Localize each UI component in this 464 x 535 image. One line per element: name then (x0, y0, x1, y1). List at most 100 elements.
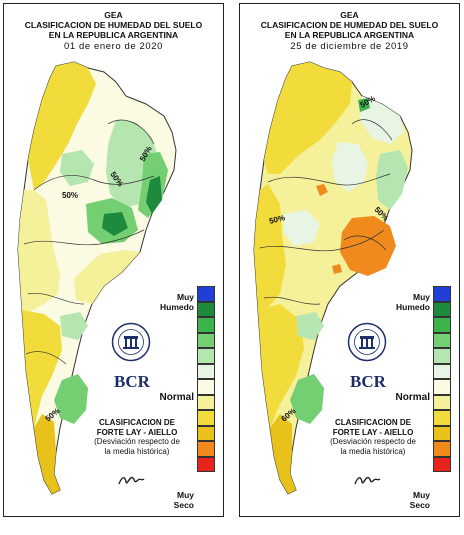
legend-label-line: Humedo (396, 302, 430, 312)
wet-region-central (284, 210, 320, 246)
org-label: GEA (104, 10, 123, 20)
very-dry-patch (316, 184, 328, 196)
very-dry-region-east (340, 216, 396, 276)
contour-line (343, 235, 387, 251)
wet-region-mesopotamia (376, 150, 408, 210)
legend-swatch (433, 456, 451, 472)
wet-core-east (146, 176, 162, 214)
method-line-3: (Desviación respecto de (94, 437, 180, 446)
dry-region-west (254, 184, 286, 314)
method-line-2: FORTE LAY - AIELLO (96, 427, 178, 437)
legend-label-line: Humedo (160, 302, 194, 312)
legend-swatch (197, 332, 215, 348)
legend-swatch (433, 379, 451, 395)
legend-swatch (197, 456, 215, 472)
legend-swatch (197, 301, 215, 317)
legend-swatch (433, 425, 451, 441)
contour-line (23, 229, 145, 246)
dry-region-patagonia (22, 310, 62, 428)
legend-color-scale (197, 286, 215, 472)
legend-swatch (197, 379, 215, 395)
signature-icon (118, 476, 145, 485)
legend-swatch (433, 348, 451, 364)
dry-region-center (74, 250, 140, 304)
signature-icon (354, 476, 381, 485)
legend-label-muy-humedo: Muy Humedo (146, 292, 194, 312)
map-title: CLASIFICACION DE HUMEDAD DEL SUELO (260, 20, 439, 30)
legend-swatch (433, 286, 451, 302)
wet-region-south-mid (60, 312, 88, 340)
legend-swatch (197, 363, 215, 379)
contour-line (33, 175, 155, 191)
contour-line (25, 351, 67, 365)
method-line-1: CLASIFICACION DE (99, 418, 175, 427)
method-line-4: la media histórica) (340, 446, 406, 456)
legend-swatch (197, 410, 215, 426)
method-line-4: la media histórica) (104, 446, 170, 456)
legend-swatch (197, 425, 215, 441)
legend-swatch (197, 394, 215, 410)
method-line-3: (Desviación respecto de (330, 437, 416, 446)
legend-swatch (433, 363, 451, 379)
legend-label-muy-seco: Muy Seco (382, 490, 430, 510)
dry-region-north (264, 62, 352, 174)
method-line-1: CLASIFICACION DE (335, 418, 411, 427)
legend-label-normal: Normal (159, 392, 194, 403)
legend-swatch (197, 348, 215, 364)
legend-label-line: Muy (413, 490, 430, 500)
dry-region-south (270, 414, 296, 494)
bcr-seal-logo (347, 322, 387, 362)
legend-label-line: Muy (413, 292, 430, 302)
legend-label-muy-seco: Muy Seco (146, 490, 194, 510)
contour-line (267, 173, 391, 186)
bcr-logo-text: BCR (114, 372, 150, 391)
contour-line (351, 119, 393, 141)
wet-region-south-mid (296, 312, 324, 340)
map-date: 01 de enero de 2020 (63, 41, 164, 52)
legend-swatch (433, 332, 451, 348)
map-panel-left: GEA CLASIFICACION DE HUMEDAD DEL SUELO E… (3, 3, 224, 517)
argentina-soil-moisture-map: 50% 50% 50% 50% (17, 61, 177, 495)
contour-line (107, 119, 155, 145)
dry-region-south (34, 414, 60, 494)
legend-swatch (433, 394, 451, 410)
wet-region-chaco (332, 142, 368, 192)
contour-line (259, 229, 385, 252)
bcr-logo-text: BCR (350, 372, 386, 391)
legend-color-scale (433, 286, 451, 472)
map-subtitle: EN LA REPUBLICA ARGENTINA (48, 30, 179, 40)
legend-label-muy-humedo: Muy Humedo (382, 292, 430, 312)
dry-region-northwest (28, 62, 96, 190)
legend-swatch (197, 286, 215, 302)
legend-swatch (433, 441, 451, 457)
legend-swatch (433, 317, 451, 333)
wet-region-northeast (360, 96, 404, 144)
wet-region-patagonia (290, 374, 324, 424)
map-subtitle: EN LA REPUBLICA ARGENTINA (284, 30, 415, 40)
legend-swatch (433, 301, 451, 317)
legend-label-line: Muy (177, 292, 194, 302)
legend-swatch (197, 441, 215, 457)
wet-core-north (358, 98, 370, 112)
map-date: 25 de diciembre de 2019 (290, 41, 409, 52)
org-label: GEA (340, 10, 359, 20)
legend-swatch (433, 410, 451, 426)
method-line-2: FORTE LAY - AIELLO (332, 427, 414, 437)
contour-label: 50% (268, 213, 286, 226)
wet-core-central (102, 212, 128, 236)
legend-label-line: Seco (409, 500, 430, 510)
classification-method: CLASIFICACION DE FORTE LAY - AIELLO (Des… (82, 418, 192, 456)
dry-region-patagonia (258, 304, 304, 428)
legend-label-line: Muy (177, 490, 194, 500)
legend-label-normal: Normal (395, 392, 430, 403)
map-title: CLASIFICACION DE HUMEDAD DEL SUELO (24, 20, 203, 30)
contour-label: 50% (62, 191, 78, 200)
classification-method: CLASIFICACION DE FORTE LAY - AIELLO (Des… (318, 418, 428, 456)
legend-label-line: Seco (173, 500, 194, 510)
dry-region-west (18, 190, 60, 314)
contour-line (27, 292, 85, 305)
very-dry-patch (332, 264, 342, 274)
wet-region-patagonia (54, 374, 88, 424)
contour-line (263, 296, 321, 305)
legend-swatch (197, 317, 215, 333)
